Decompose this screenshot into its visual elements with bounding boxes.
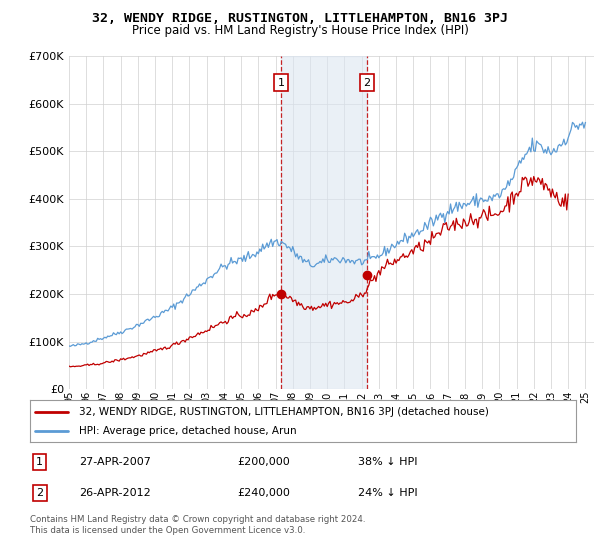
Text: HPI: Average price, detached house, Arun: HPI: Average price, detached house, Arun (79, 426, 297, 436)
Text: £240,000: £240,000 (238, 488, 290, 498)
Text: 27-APR-2007: 27-APR-2007 (79, 457, 151, 467)
Text: 38% ↓ HPI: 38% ↓ HPI (358, 457, 417, 467)
Text: 2: 2 (36, 488, 43, 498)
Text: 1: 1 (278, 78, 284, 88)
Text: 1: 1 (37, 457, 43, 467)
Text: 26-APR-2012: 26-APR-2012 (79, 488, 151, 498)
Text: 2: 2 (364, 78, 371, 88)
Text: Price paid vs. HM Land Registry's House Price Index (HPI): Price paid vs. HM Land Registry's House … (131, 24, 469, 37)
Text: 32, WENDY RIDGE, RUSTINGTON, LITTLEHAMPTON, BN16 3PJ (detached house): 32, WENDY RIDGE, RUSTINGTON, LITTLEHAMPT… (79, 407, 489, 417)
Text: Contains HM Land Registry data © Crown copyright and database right 2024.
This d: Contains HM Land Registry data © Crown c… (30, 515, 365, 535)
Text: £200,000: £200,000 (238, 457, 290, 467)
Bar (281, 56, 367, 389)
Text: 32, WENDY RIDGE, RUSTINGTON, LITTLEHAMPTON, BN16 3PJ: 32, WENDY RIDGE, RUSTINGTON, LITTLEHAMPT… (92, 12, 508, 25)
Text: 24% ↓ HPI: 24% ↓ HPI (358, 488, 417, 498)
